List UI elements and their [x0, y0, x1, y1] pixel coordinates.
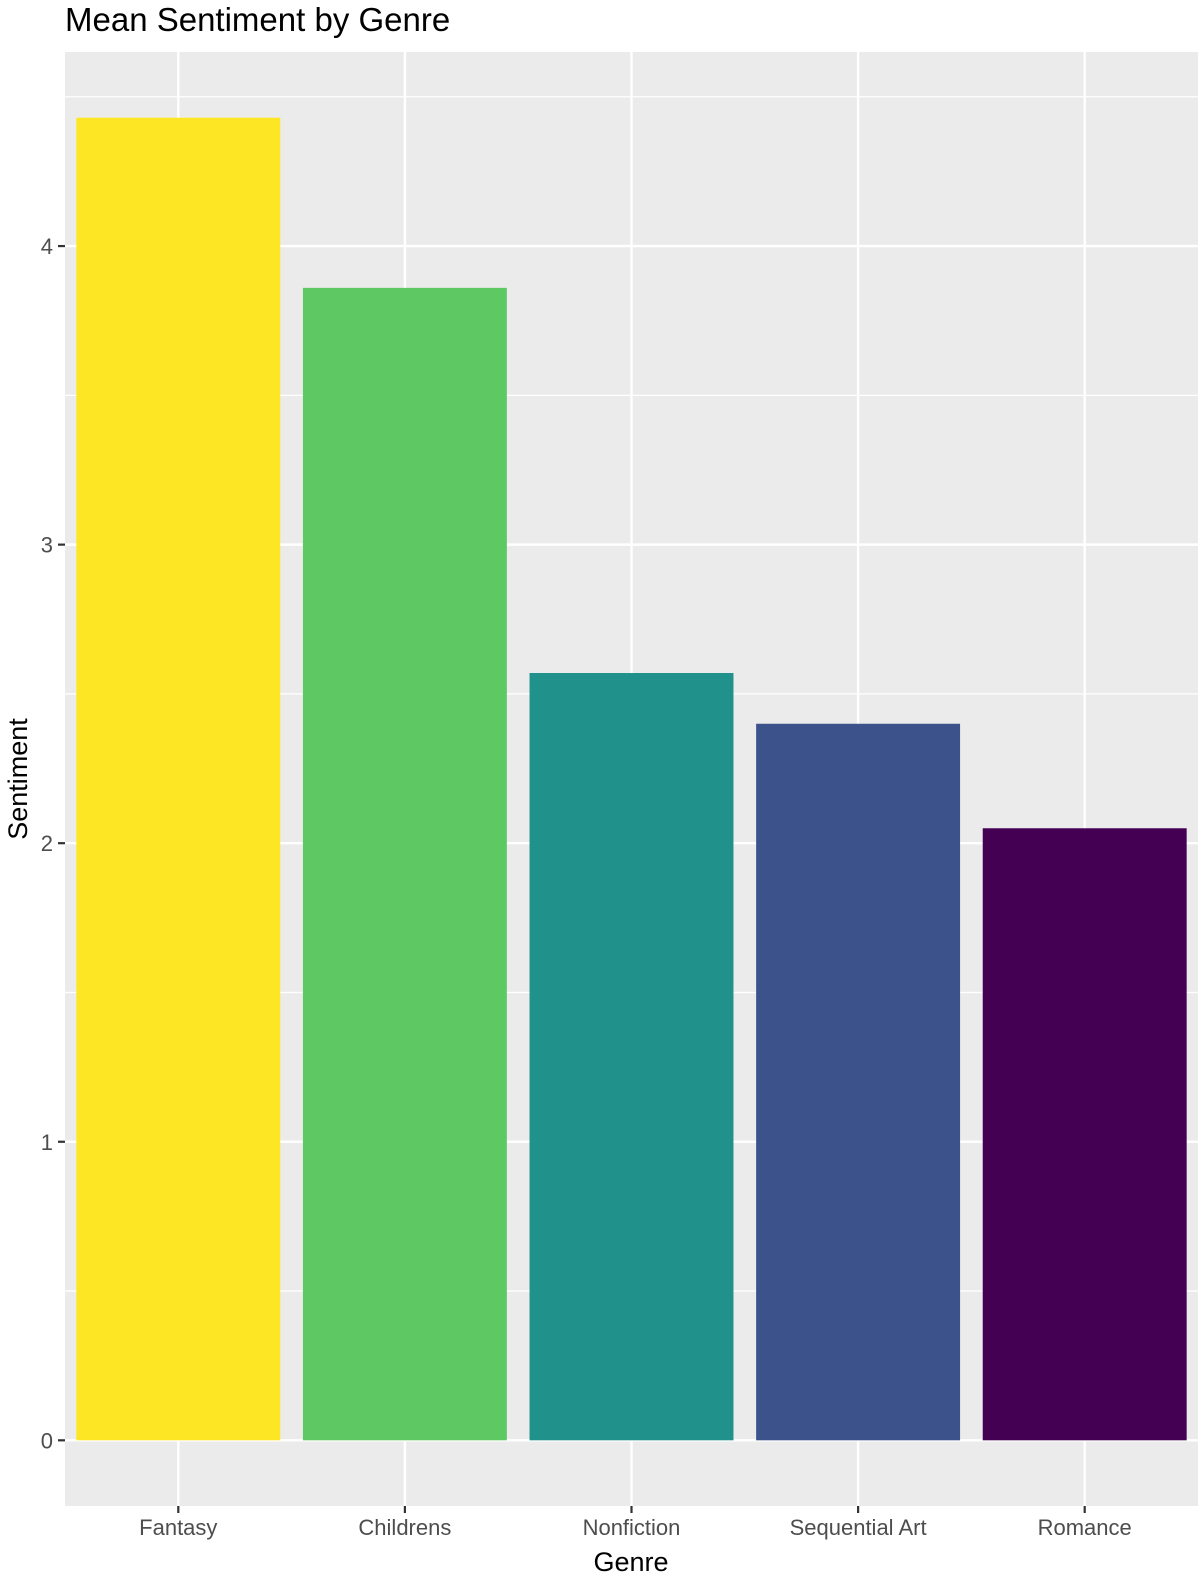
bar-childrens: [302, 287, 507, 1441]
y-axis: 0 1 2 3 4: [41, 234, 65, 1453]
y-tick-label: 4: [41, 234, 53, 259]
y-tick-label: 0: [41, 1428, 53, 1453]
bar-fantasy: [76, 117, 281, 1441]
y-tick-label: 2: [41, 831, 53, 856]
x-tick-label: Childrens: [358, 1515, 451, 1540]
y-tick-label: 3: [41, 533, 53, 558]
chart-title: Mean Sentiment by Genre: [65, 1, 450, 38]
bar-sequential-art: [756, 723, 961, 1441]
x-axis-title: Genre: [593, 1547, 668, 1577]
x-tick-label: Sequential Art: [790, 1515, 927, 1540]
y-tick-label: 1: [41, 1130, 53, 1155]
x-tick-label: Nonfiction: [583, 1515, 681, 1540]
bar-romance: [982, 828, 1187, 1441]
bar-nonfiction: [529, 673, 734, 1441]
x-tick-label: Romance: [1038, 1515, 1132, 1540]
bars: [76, 117, 1187, 1441]
x-axis: Fantasy Childrens Nonfiction Sequential Art…: [139, 1506, 1132, 1540]
y-axis-title: Sentiment: [3, 718, 33, 840]
x-tick-label: Fantasy: [139, 1515, 217, 1540]
